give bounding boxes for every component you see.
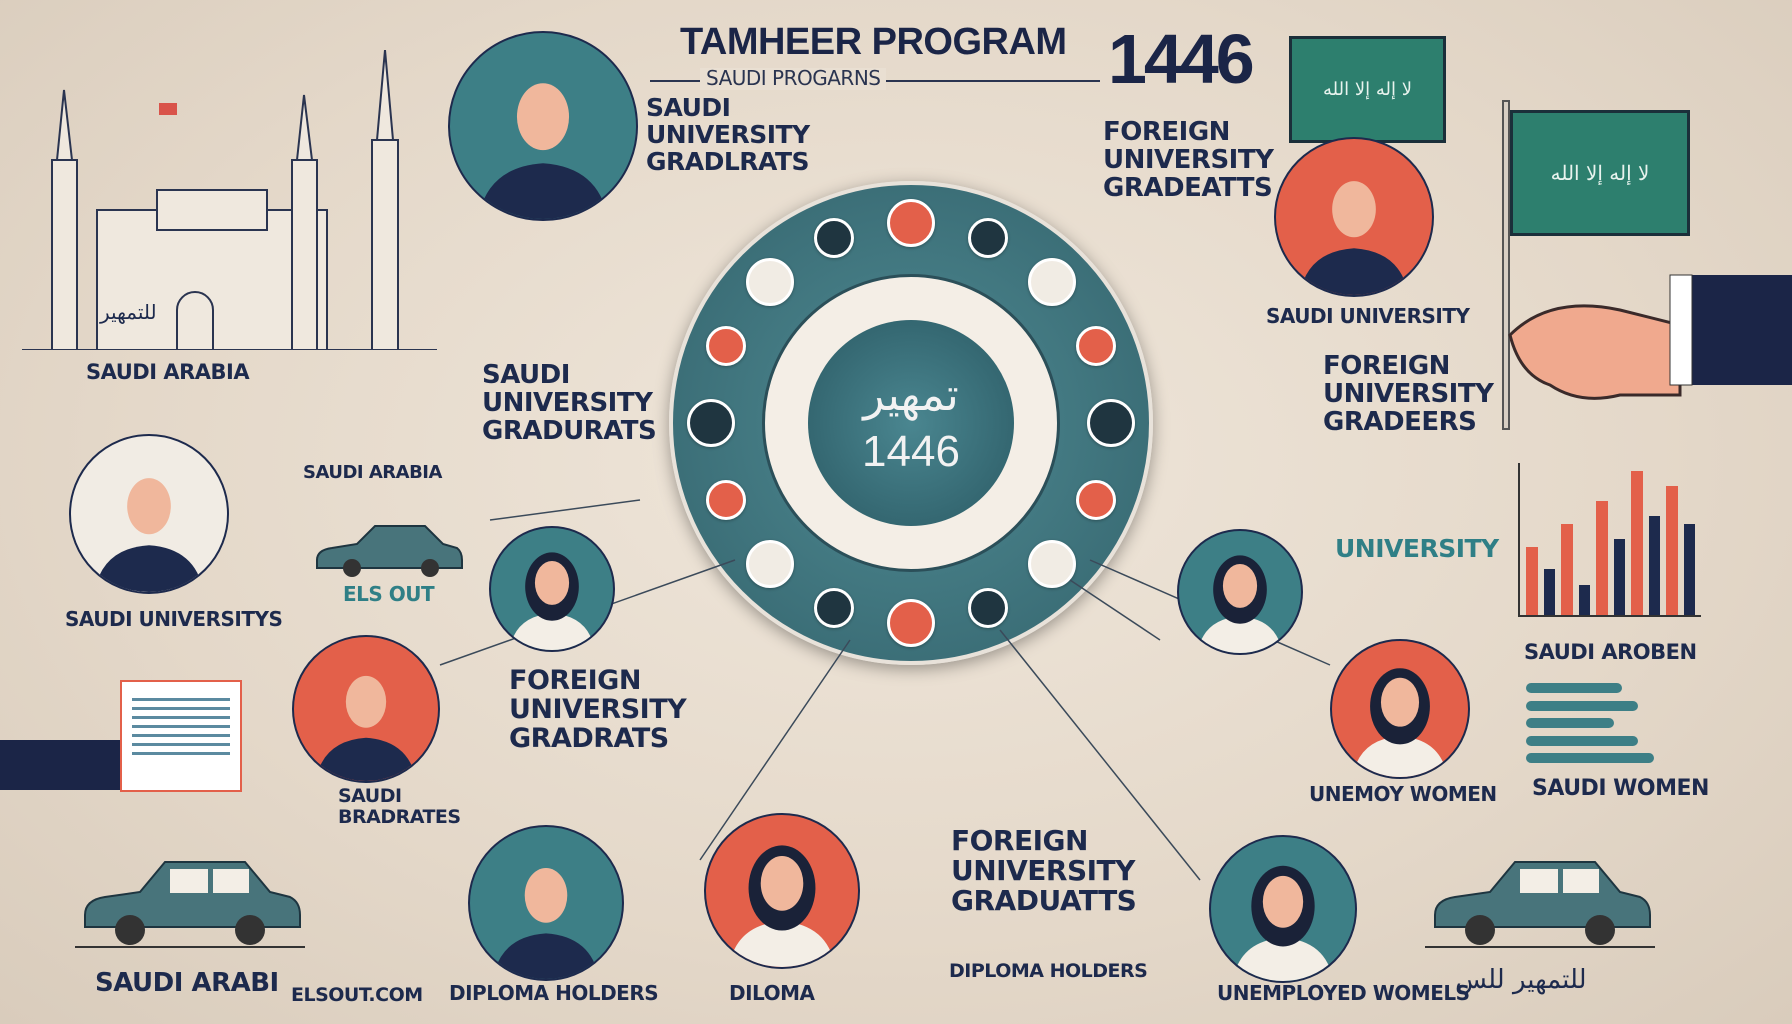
bar xyxy=(1666,485,1678,615)
horizontal-bar xyxy=(1526,700,1638,711)
category-label: UNIVERSITY xyxy=(1335,534,1499,563)
saudi-flag-large: لا إله إلا الله xyxy=(1510,110,1690,236)
building-caption: للتمهير xyxy=(100,300,157,324)
ring-icon xyxy=(687,399,735,447)
category-label: SAUDI AROBEN xyxy=(1524,640,1697,664)
category-label: SAUDI ARABIA xyxy=(303,462,442,483)
ring-icon xyxy=(745,257,794,306)
category-label: FOREIGN UNIVERSITY GRADEERS xyxy=(1323,351,1494,438)
category-label: SAUDI ARABIA xyxy=(86,360,250,384)
ring-icon xyxy=(967,587,1008,628)
category-label: DILOMA xyxy=(729,981,815,1005)
bar xyxy=(1613,539,1625,615)
car-illustration-left xyxy=(75,861,305,948)
ring-icon xyxy=(967,218,1008,259)
bar xyxy=(1543,569,1555,615)
horizontal-bar xyxy=(1526,718,1614,728)
man-avatar xyxy=(292,635,440,783)
category-label: ELSOUT.COM xyxy=(291,984,423,1006)
ring-icon xyxy=(814,587,855,628)
subtitle: SAUDI PROGARNS xyxy=(700,67,887,90)
saudi-flag-small: لا إله إلا الله xyxy=(1289,36,1446,143)
category-label: SAUDI WOMEN xyxy=(1532,776,1709,801)
category-label: SAUDI UNIVERSITY GRADLRATS xyxy=(646,93,810,176)
horizontal-bar xyxy=(1526,753,1654,763)
category-label: DIPLOMA HOLDERS xyxy=(449,981,659,1005)
car-illustration-small xyxy=(316,525,463,577)
bar xyxy=(1596,501,1608,615)
ring-icon xyxy=(706,479,747,520)
ring-icon xyxy=(814,218,855,259)
woman-avatar xyxy=(1330,639,1470,779)
car-illustration-right xyxy=(1425,861,1655,948)
flag-pole xyxy=(1502,100,1510,430)
woman-avatar xyxy=(1177,529,1303,655)
center-arabic: تمهير xyxy=(863,369,959,421)
center-year: 1446 xyxy=(862,426,960,476)
bar xyxy=(1648,516,1660,615)
category-label: SAUDI BRADRATES xyxy=(338,785,461,828)
man-avatar xyxy=(69,434,229,594)
category-label: FOREIGN UNIVERSITY GRADUATTS xyxy=(951,824,1137,918)
handshake-icon xyxy=(1508,274,1792,400)
horizontal-bar xyxy=(1526,735,1638,746)
ring-icon xyxy=(1075,326,1116,367)
category-label: FOREIGN UNIVERSITY GRADEATTS xyxy=(1103,117,1274,204)
title-year: 1446 xyxy=(1108,20,1255,98)
category-label: UNEMPLOYED WOMELS xyxy=(1217,981,1470,1005)
bar xyxy=(1578,584,1590,615)
car-caption: للتمهير للس xyxy=(1455,965,1587,995)
ring-icon xyxy=(1028,257,1077,306)
flag-text: لا إله إلا الله xyxy=(1323,79,1412,100)
bar xyxy=(1683,523,1695,615)
category-label: DIPLOMA HOLDERS xyxy=(949,960,1148,982)
man-avatar xyxy=(448,31,638,221)
center-badge: تمهير 1446 xyxy=(808,320,1014,526)
ring-icon xyxy=(706,326,747,367)
ring-icon xyxy=(1028,540,1077,589)
woman-avatar xyxy=(489,526,615,652)
category-label: SAUDI ARABI xyxy=(95,968,279,998)
category-label: FOREIGN UNIVERSITY GRADRATS xyxy=(509,665,687,755)
category-label: ELS OUT xyxy=(343,582,435,606)
category-label: SAUDI UNIVERSITY xyxy=(1266,304,1470,328)
woman-avatar xyxy=(704,813,860,969)
bar xyxy=(1526,546,1538,615)
hand-sleeve xyxy=(0,740,120,790)
category-label: SAUDI UNIVERSITY GRADURATS xyxy=(482,360,657,447)
ring-icon xyxy=(887,199,935,247)
flag-text: لا إله إلا الله xyxy=(1550,161,1650,185)
horizontal-bar-graphic xyxy=(1526,683,1686,763)
bar xyxy=(1631,470,1643,615)
woman-avatar xyxy=(1209,835,1357,983)
bar xyxy=(1561,523,1573,615)
title: TAMHEER PROGRAM xyxy=(680,21,1067,63)
ring-icon xyxy=(887,599,935,647)
category-label: UNEMOY WOMEN xyxy=(1309,782,1497,806)
horizontal-bar xyxy=(1526,683,1622,693)
ring-icon xyxy=(745,540,794,589)
man-avatar xyxy=(1274,137,1434,297)
document-illustration xyxy=(120,680,242,792)
man-avatar xyxy=(468,825,624,981)
building-illustration xyxy=(22,50,437,350)
category-label: SAUDI UNIVERSITYS xyxy=(65,607,283,631)
ring-icon xyxy=(1087,399,1135,447)
bar-chart-graphic xyxy=(1518,463,1701,617)
ring-icon xyxy=(1075,479,1116,520)
